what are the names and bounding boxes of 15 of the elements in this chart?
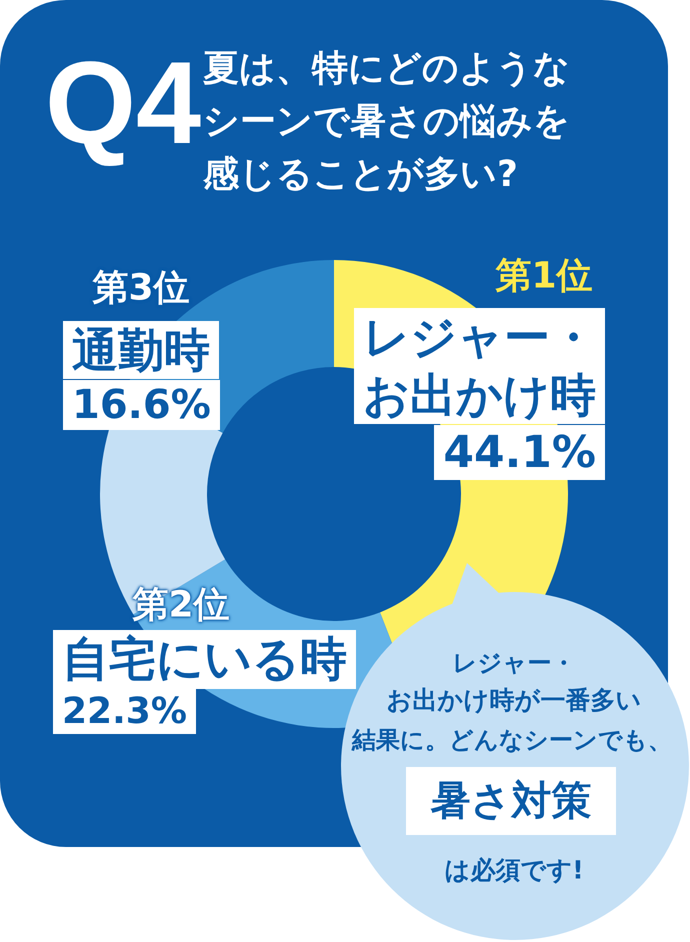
text: 第1位 — [495, 254, 593, 298]
slice-label: 通勤時 — [63, 321, 219, 379]
data-label: 22.3% — [53, 689, 196, 734]
chart-title: 夏は、特にどのようなシーンで暑さの悩みを感じることが多い? — [203, 47, 571, 197]
data-label: 16.6% — [63, 380, 220, 430]
text: お出かけ時が一番多い — [386, 684, 642, 716]
text: 暑さ対策 — [406, 767, 616, 835]
text: レジャー・ — [452, 648, 576, 678]
data-label: 44.1% — [434, 425, 605, 480]
text: は必須です! — [444, 854, 584, 886]
slice-label: 自宅にいる時 — [53, 630, 356, 689]
text: Q4 — [45, 36, 202, 170]
text: 結果に。どんなシーンでも、 — [352, 725, 672, 755]
text: 第3位 — [92, 266, 190, 310]
slice-label: レジャー・お出かけ時 — [354, 308, 605, 424]
